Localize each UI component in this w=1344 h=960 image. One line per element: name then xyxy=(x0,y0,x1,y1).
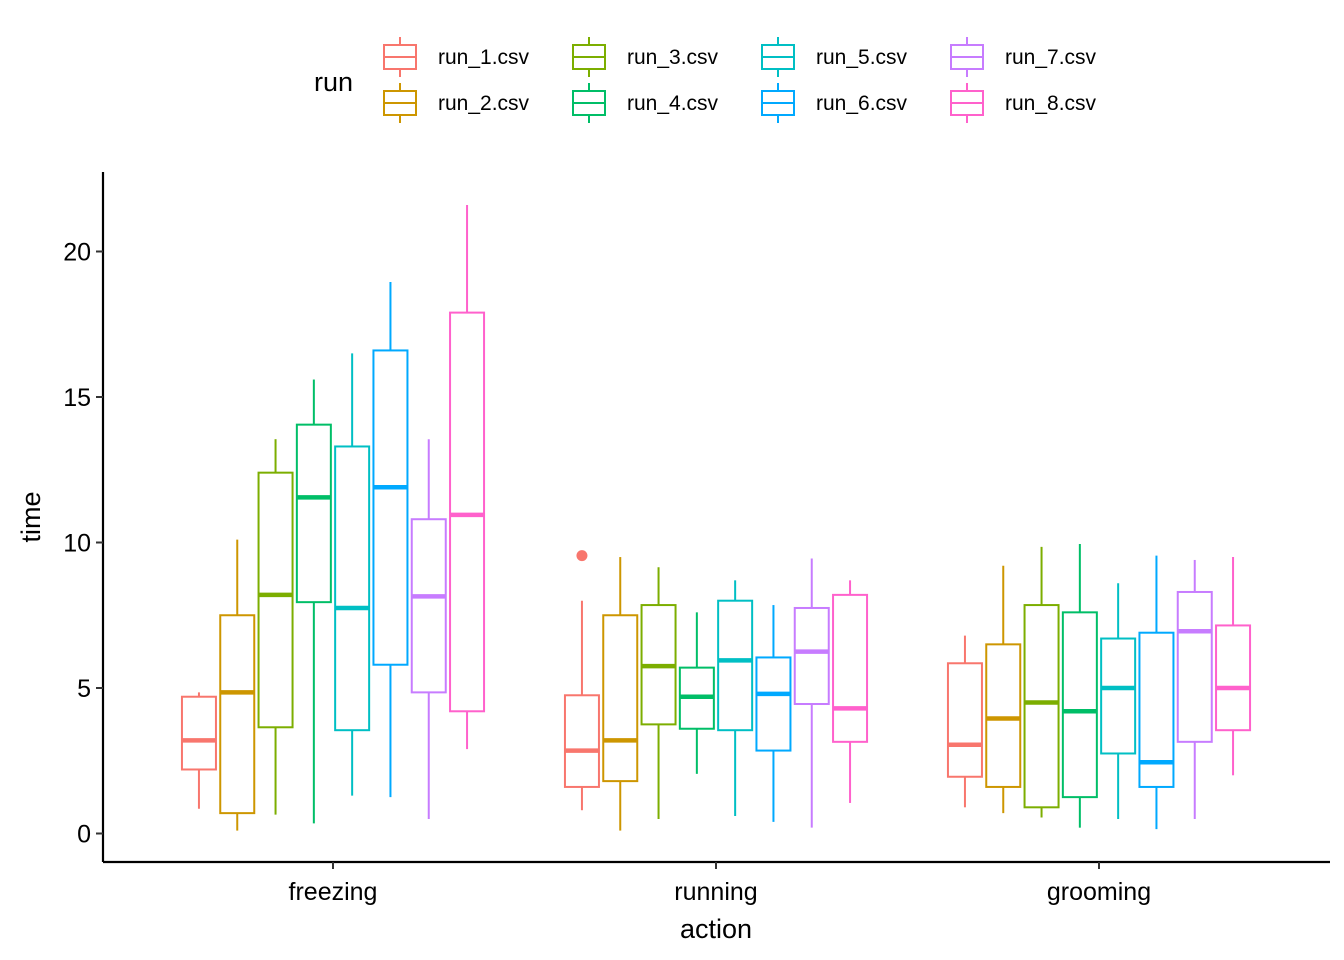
box-iqr xyxy=(832,593,869,743)
outlier-point xyxy=(576,550,588,562)
box-iqr xyxy=(985,643,1022,788)
box-iqr xyxy=(563,694,600,788)
box-run_1.csv-freezing xyxy=(180,692,217,809)
box-iqr xyxy=(755,656,792,752)
legend-items: run_1.csv run_2.csv run_3.csv run_4.csv run_… xyxy=(383,37,1097,123)
box-iqr xyxy=(793,606,830,706)
legend-label: run_3.csv xyxy=(627,46,719,69)
x-ticks: freezing running grooming xyxy=(289,862,1151,906)
box-run_3.csv-freezing xyxy=(257,439,294,815)
box-iqr xyxy=(180,695,217,771)
box-run_3.csv-grooming xyxy=(1023,546,1060,818)
box-iqr xyxy=(1215,624,1252,732)
box-iqr xyxy=(1061,611,1098,799)
box-iqr xyxy=(1176,590,1213,743)
box-run_2.csv-grooming xyxy=(985,565,1022,814)
y-tick-label: 5 xyxy=(77,675,91,703)
plot-area: 0 5 10 15 20 freezing running grooming xyxy=(63,172,1330,906)
legend-label: run_5.csv xyxy=(816,46,908,69)
y-tick-label: 20 xyxy=(63,239,91,267)
box-run_1.csv-running xyxy=(563,550,600,811)
box-run_4.csv-freezing xyxy=(295,379,332,824)
boxes xyxy=(180,204,1252,831)
legend-item: run_7.csv xyxy=(950,37,1097,77)
legend-label: run_1.csv xyxy=(438,46,530,69)
x-tick-label: running xyxy=(674,878,757,906)
box-iqr xyxy=(946,662,983,778)
box-iqr xyxy=(219,614,256,815)
y-tick-label: 10 xyxy=(63,530,91,558)
legend-item: run_3.csv xyxy=(572,37,719,77)
box-iqr xyxy=(1023,604,1060,809)
box-iqr xyxy=(372,349,409,666)
box-iqr xyxy=(257,471,294,729)
box-run_5.csv-running xyxy=(717,580,754,817)
box-iqr xyxy=(334,445,371,732)
y-tick-label: 15 xyxy=(63,384,91,412)
legend-item: run_1.csv xyxy=(383,37,530,77)
legend-item: run_4.csv xyxy=(572,83,719,123)
x-tick-label: grooming xyxy=(1047,878,1151,906)
box-run_6.csv-grooming xyxy=(1138,555,1175,830)
box-run_7.csv-freezing xyxy=(410,439,447,819)
legend-item: run_5.csv xyxy=(761,37,908,77)
legend-label: run_7.csv xyxy=(1005,46,1097,69)
box-run_4.csv-running xyxy=(678,612,715,774)
box-run_8.csv-running xyxy=(832,580,869,803)
box-run_3.csv-running xyxy=(640,567,677,819)
box-iqr xyxy=(602,614,639,783)
legend-label: run_8.csv xyxy=(1005,92,1097,115)
box-run_6.csv-freezing xyxy=(372,282,409,798)
box-run_1.csv-grooming xyxy=(946,635,983,808)
legend-label: run_2.csv xyxy=(438,92,530,115)
box-run_7.csv-running xyxy=(793,558,830,828)
x-axis-title: action xyxy=(680,914,752,944)
box-run_5.csv-grooming xyxy=(1100,583,1137,819)
legend-item: run_6.csv xyxy=(761,83,908,123)
x-tick-label: freezing xyxy=(289,878,378,906)
legend-label: run_6.csv xyxy=(816,92,908,115)
box-run_6.csv-running xyxy=(755,605,792,822)
legend-label: run_4.csv xyxy=(627,92,719,115)
y-ticks: 0 5 10 15 20 xyxy=(63,239,103,849)
box-run_8.csv-grooming xyxy=(1215,557,1252,776)
box-iqr xyxy=(295,423,332,604)
box-run_5.csv-freezing xyxy=(334,353,371,796)
legend-item: run_2.csv xyxy=(383,83,530,123)
box-run_4.csv-grooming xyxy=(1061,543,1098,828)
y-tick-label: 0 xyxy=(77,821,91,849)
box-iqr xyxy=(449,311,486,713)
box-iqr xyxy=(717,599,754,732)
legend-title: run xyxy=(314,67,353,97)
box-run_7.csv-grooming xyxy=(1176,559,1213,819)
box-run_8.csv-freezing xyxy=(449,204,486,750)
legend: run run_1.csv run_2.csv run_3.csv run_4.csv… xyxy=(314,37,1097,123)
legend-item: run_8.csv xyxy=(950,83,1097,123)
box-iqr xyxy=(1100,637,1137,755)
box-run_2.csv-freezing xyxy=(219,539,256,831)
y-axis-title: time xyxy=(16,491,46,542)
box-run_2.csv-running xyxy=(602,557,639,831)
box-iqr xyxy=(410,518,447,694)
